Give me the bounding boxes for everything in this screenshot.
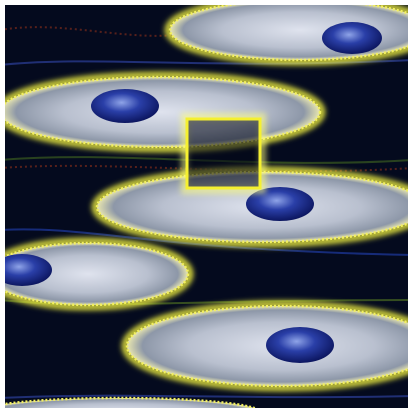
cell — [122, 301, 408, 391]
cell — [5, 396, 258, 408]
cell — [165, 5, 408, 65]
cell — [5, 72, 325, 152]
cell — [5, 238, 193, 310]
cell — [92, 167, 408, 247]
selection-box — [181, 113, 266, 194]
